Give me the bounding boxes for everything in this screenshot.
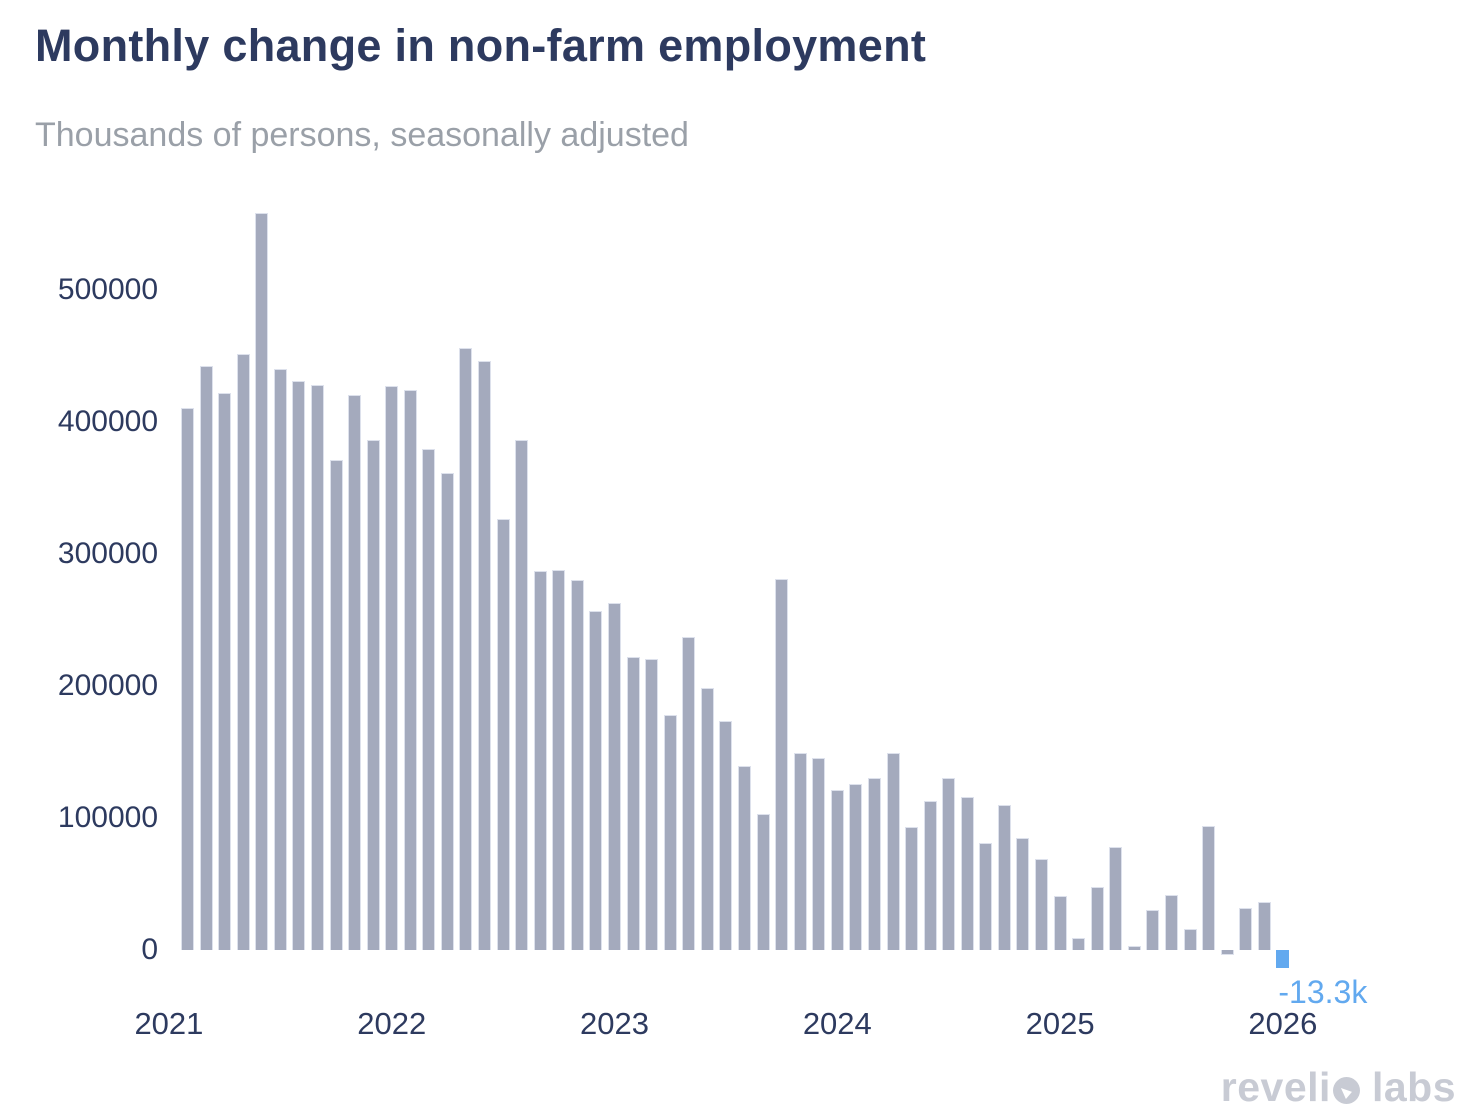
bar bbox=[273, 368, 287, 950]
revelio-logo-o-icon bbox=[1332, 1077, 1360, 1104]
bar bbox=[218, 392, 232, 950]
bar bbox=[1164, 894, 1178, 950]
bar bbox=[1035, 858, 1049, 950]
bar bbox=[682, 636, 696, 950]
bar bbox=[589, 610, 603, 950]
bar bbox=[1127, 946, 1141, 950]
bar bbox=[812, 758, 826, 950]
bar bbox=[830, 790, 844, 950]
bar bbox=[422, 449, 436, 950]
revelio-logo-text-right: labs bbox=[1371, 1064, 1456, 1110]
bar bbox=[867, 778, 881, 950]
bar bbox=[1220, 950, 1234, 956]
bar bbox=[608, 602, 622, 950]
bar bbox=[905, 827, 919, 950]
x-axis-tick-label: 2026 bbox=[1248, 1006, 1318, 1041]
bar bbox=[979, 842, 993, 950]
highlight-value-annotation: -13.3k bbox=[1278, 973, 1368, 1010]
bar bbox=[1202, 825, 1216, 950]
revelio-logo-text-left: reveli bbox=[1220, 1064, 1331, 1110]
bar bbox=[292, 380, 306, 950]
bar bbox=[348, 395, 362, 950]
bar bbox=[960, 796, 974, 950]
bar bbox=[199, 366, 213, 950]
bar bbox=[385, 385, 399, 950]
bar bbox=[255, 212, 269, 950]
bar bbox=[1109, 846, 1123, 950]
bar bbox=[329, 459, 343, 950]
y-axis-tick-label: 300000 bbox=[57, 536, 158, 570]
bar bbox=[310, 384, 324, 950]
bar bbox=[663, 714, 677, 950]
bar bbox=[849, 783, 863, 950]
x-axis-tick-label: 2022 bbox=[357, 1006, 427, 1041]
bar bbox=[496, 519, 510, 950]
bar bbox=[403, 389, 417, 950]
bar bbox=[886, 753, 900, 950]
bar bbox=[1257, 902, 1271, 950]
bar bbox=[997, 804, 1011, 950]
bar bbox=[775, 578, 789, 950]
bar bbox=[366, 440, 380, 950]
bar bbox=[1146, 910, 1160, 950]
bar bbox=[552, 569, 566, 950]
bar bbox=[719, 721, 733, 950]
bar bbox=[923, 800, 937, 950]
bar bbox=[793, 753, 807, 950]
bar bbox=[181, 408, 194, 950]
bar bbox=[737, 766, 751, 950]
bar bbox=[1072, 938, 1086, 950]
bar bbox=[1053, 895, 1067, 950]
chart-title: Monthly change in non-farm employment bbox=[35, 20, 927, 71]
bar bbox=[645, 659, 659, 950]
x-axis-tick-label: 2021 bbox=[134, 1006, 204, 1041]
bar bbox=[533, 570, 547, 950]
y-axis-tick-label: 100000 bbox=[57, 800, 158, 834]
x-axis-tick-label: 2024 bbox=[802, 1006, 872, 1041]
x-axis-tick-label: 2023 bbox=[580, 1006, 649, 1041]
bar bbox=[756, 813, 770, 950]
bar bbox=[515, 440, 529, 950]
bar bbox=[459, 347, 473, 950]
y-axis-tick-label: 0 bbox=[141, 933, 158, 966]
y-axis-tick-label: 200000 bbox=[57, 668, 158, 702]
bar bbox=[1183, 928, 1197, 950]
chart-subtitle: Thousands of persons, seasonally adjuste… bbox=[35, 116, 689, 154]
revelio-logo: reveli labs bbox=[1221, 1064, 1456, 1111]
bar bbox=[1239, 907, 1253, 950]
x-axis-tick-label: 2025 bbox=[1025, 1006, 1095, 1041]
bar bbox=[1090, 886, 1104, 950]
bar bbox=[478, 360, 492, 950]
bar-highlighted bbox=[1276, 950, 1290, 968]
bar bbox=[700, 688, 714, 950]
bar bbox=[236, 354, 250, 950]
bar bbox=[942, 778, 956, 950]
y-axis-tick-label: 500000 bbox=[57, 272, 158, 306]
bar bbox=[626, 656, 640, 950]
bar bbox=[1016, 837, 1030, 950]
bar bbox=[440, 473, 454, 950]
bar bbox=[570, 580, 584, 950]
y-axis-tick-label: 400000 bbox=[57, 404, 158, 438]
